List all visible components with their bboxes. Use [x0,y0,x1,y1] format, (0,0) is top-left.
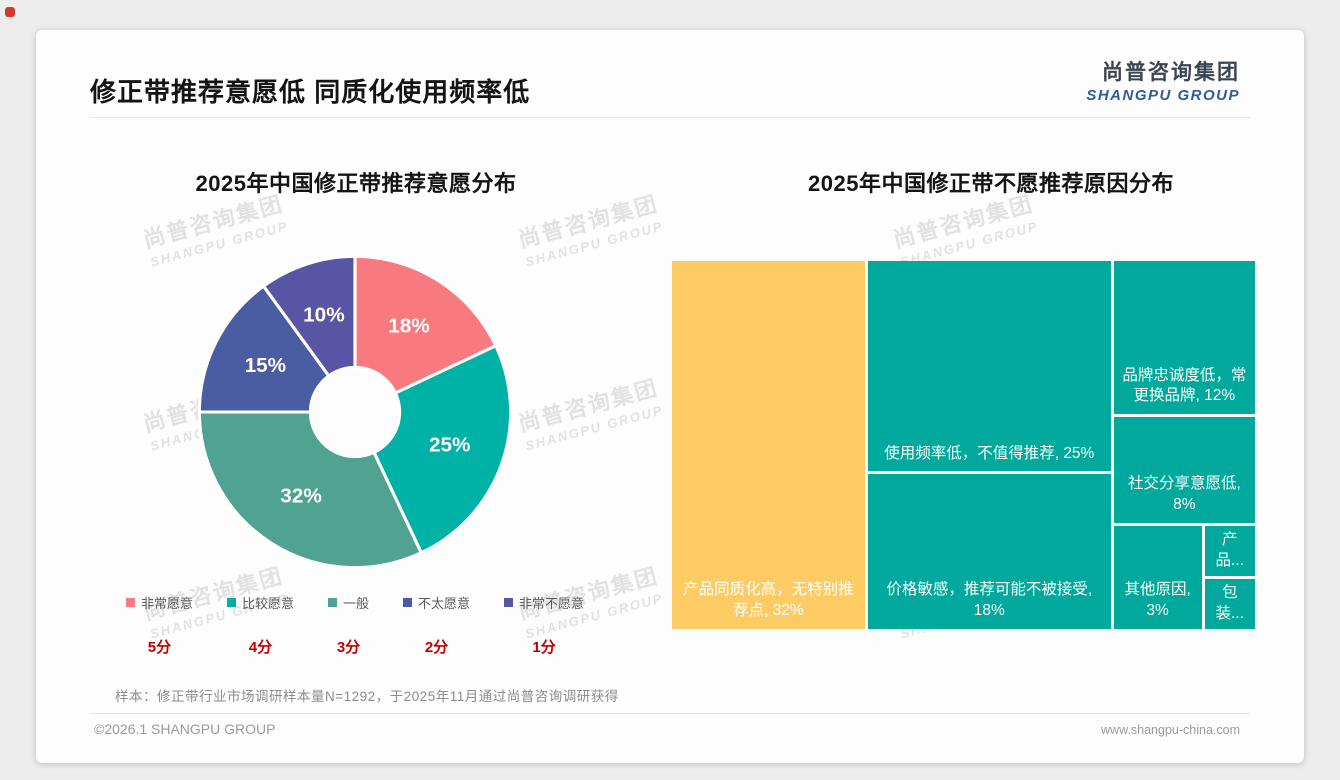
footer-divider [90,713,1250,714]
legend-item: 不太愿意 [403,593,470,612]
legend-col: 一般 3分 [327,593,369,657]
legend-item: 非常不愿意 [504,593,584,612]
donut-segment-2 [197,410,423,570]
donut-value-label: 25% [429,434,471,457]
treemap-chart-title: 2025年中国修正带不愿推荐原因分布 [808,171,1174,196]
treemap-row: 其他原因, 3% 产品... 包装... [1113,526,1255,629]
legend-marker-icon [504,598,514,607]
legend-label: 比较愿意 [241,596,294,611]
treemap-cell-other: 其他原因, 3% [1113,526,1202,629]
footer-website: www.shangpu-china.com [1101,723,1240,737]
legend-marker-icon [327,598,337,607]
logo-chinese-text: 尚普咨询集团 [1102,61,1240,84]
legend-score: 3分 [336,639,361,656]
donut-value-label: 32% [280,484,322,507]
donut-value-label: 10% [303,304,345,327]
pie-chart: 18% 25% 32% 15% 10% [189,246,521,578]
legend-item: 非常愿意 [125,593,193,612]
legend-score: 4分 [248,639,273,656]
legend-score: 2分 [424,639,449,656]
legend-item: 比较愿意 [226,593,294,612]
red-corner-marker [5,7,15,17]
legend-label: 不太愿意 [418,596,471,611]
legend-score: 1分 [532,639,556,656]
legend-marker-icon [226,598,236,607]
legend-col: 非常愿意 5分 [125,593,193,657]
header-divider [90,117,1250,118]
treemap-chart: 产品同质化高，无特别推荐点, 32% 使用频率低，不值得推荐, 25% 价格敏感… [672,261,1255,629]
treemap-subcolumn: 产品... 包装... [1204,526,1255,629]
donut-svg: 18% 25% 32% 15% 10% [197,254,513,570]
legend-marker-icon [403,598,412,607]
legend-label: 非常不愿意 [519,596,585,611]
legend-label: 一般 [342,596,369,611]
treemap-column: 品牌忠诚度低，常更换品牌, 12% 社交分享意愿低, 8% 其他原因, 3% 产… [1113,261,1255,629]
sample-footnote: 样本：修正带行业市场调研样本量N=1292，于2025年11月通过尚普咨询调研获… [115,689,619,704]
treemap-cell-low-frequency: 使用频率低，不值得推荐, 25% [867,261,1111,472]
treemap-cell-low-sharing: 社交分享意愿低, 8% [1113,417,1255,524]
legend-label: 非常愿意 [140,596,193,611]
legend-score: 5分 [147,639,172,656]
legend-col: 不太愿意 2分 [403,593,470,657]
donut-segment-4 [261,254,357,378]
treemap-cell-packaging: 包装... [1204,579,1255,629]
donut-segment-0 [353,254,498,395]
page-title: 修正带推荐意愿低 同质化使用频率低 [90,77,531,107]
legend-col: 非常不愿意 1分 [504,593,584,657]
legend-item: 一般 [327,593,369,612]
footer-copyright: ©2026.1 SHANGPU GROUP [94,721,276,737]
slide-card: 尚普咨询集团 SHANGPU GROUP 尚普咨询集团 SHANGPU GROUP 尚普… [36,30,1304,763]
donut-chart-title: 2025年中国修正带推荐意愿分布 [195,171,517,196]
donut-value-label: 15% [245,354,287,377]
treemap-cell-homogeneous: 产品同质化高，无特别推荐点, 32% [672,261,865,629]
treemap-cell-product: 产品... [1204,526,1255,577]
treemap-cell-low-loyalty: 品牌忠诚度低，常更换品牌, 12% [1113,261,1255,415]
donut-value-label: 18% [388,315,430,338]
donut-segment-1 [372,344,513,555]
donut-segment-3 [197,284,331,414]
treemap-column: 使用频率低，不值得推荐, 25% 价格敏感，推荐可能不被接受, 18% [867,261,1111,629]
legend-marker-icon [125,598,135,607]
legend-col: 比较愿意 4分 [226,593,294,657]
logo-english-text: SHANGPU GROUP [1086,87,1240,104]
donut-legend: 非常愿意 5分 比较愿意 4分 一般 3分 [60,593,650,657]
treemap-cell-price-sensitive: 价格敏感，推荐可能不被接受, 18% [867,474,1111,629]
company-logo: 尚普咨询集团 SHANGPU GROUP [1086,56,1240,104]
